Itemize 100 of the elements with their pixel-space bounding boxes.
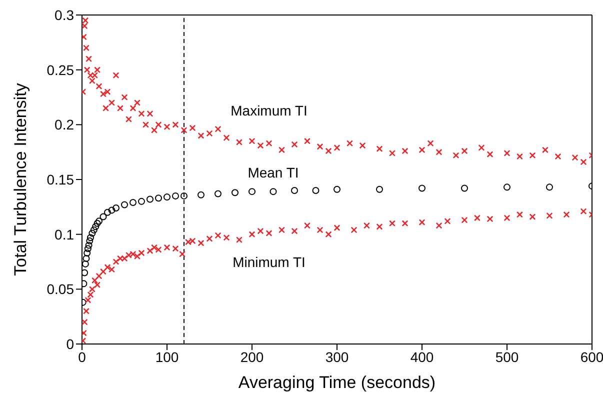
point (104, 264, 111, 270)
point (130, 199, 136, 206)
x-tick-label: 400 (410, 348, 434, 365)
y-tick-label: 0.1 (54, 226, 74, 242)
point (214, 190, 222, 198)
point (474, 214, 480, 222)
series-label: Mean TI (248, 164, 299, 181)
point (112, 204, 120, 212)
point (172, 192, 179, 200)
point (198, 240, 204, 246)
point (82, 260, 89, 268)
y-tick-label: 0 (66, 336, 74, 352)
point (546, 184, 553, 191)
point (236, 236, 242, 244)
x-tick-label: 500 (495, 348, 519, 365)
x-tick-label: 100 (155, 348, 179, 365)
point (100, 268, 106, 275)
point (82, 280, 88, 288)
point (529, 214, 536, 220)
point (100, 213, 107, 220)
point (155, 246, 162, 253)
point (88, 286, 96, 292)
point (291, 186, 298, 194)
point (138, 198, 145, 205)
point (546, 212, 553, 219)
point (172, 245, 179, 252)
y-tick-label: 0.15 (46, 171, 74, 188)
point (138, 250, 145, 256)
point (84, 245, 92, 252)
point (504, 214, 510, 222)
point (270, 188, 277, 196)
point (444, 218, 451, 224)
point (164, 244, 170, 251)
point (248, 188, 256, 196)
point (164, 194, 170, 201)
point (334, 186, 340, 193)
point (580, 208, 587, 215)
y-tick-label: 0.3 (54, 6, 74, 23)
series-label: Minimum TI (232, 254, 306, 270)
point (223, 234, 230, 241)
point (104, 208, 111, 216)
point (84, 296, 92, 304)
point (92, 277, 98, 284)
point (214, 232, 222, 239)
y-tick-label: 0.05 (46, 281, 74, 298)
point (155, 194, 162, 202)
point (96, 218, 102, 225)
point (84, 249, 91, 256)
point (94, 220, 101, 227)
series-label: Maximum TI (230, 102, 308, 118)
point (198, 191, 204, 198)
point (121, 255, 128, 262)
point (418, 219, 426, 226)
point (87, 234, 94, 242)
point (364, 222, 370, 229)
y-tick-label: 0.25 (46, 62, 74, 78)
point (83, 308, 90, 314)
point (96, 272, 102, 280)
point (82, 318, 88, 326)
point (266, 230, 272, 236)
point (350, 226, 358, 234)
point (90, 226, 98, 234)
point (376, 186, 383, 193)
point (82, 254, 90, 262)
point (86, 237, 94, 244)
point (82, 269, 88, 276)
point (179, 250, 186, 258)
point (316, 226, 324, 234)
point (312, 186, 320, 194)
point (92, 223, 100, 230)
point (504, 184, 510, 191)
point (291, 228, 298, 234)
point (278, 226, 285, 234)
point (389, 220, 396, 227)
point (325, 231, 332, 238)
point (108, 206, 116, 214)
x-tick-label: 0 (78, 348, 86, 365)
x-tick-label: 300 (325, 348, 349, 365)
point (418, 184, 426, 192)
point (461, 184, 468, 192)
point (189, 238, 196, 244)
point (334, 224, 340, 232)
point (486, 216, 494, 222)
point (304, 222, 310, 229)
point (94, 282, 101, 288)
point (121, 201, 128, 208)
point (516, 211, 523, 218)
point (232, 189, 238, 196)
point (206, 235, 213, 242)
point (146, 248, 154, 254)
point (112, 258, 120, 265)
point (87, 291, 94, 298)
point (180, 192, 188, 200)
point (85, 242, 92, 249)
point (461, 216, 468, 224)
point (130, 250, 136, 258)
x-tick-label: 200 (240, 348, 264, 365)
point (376, 223, 383, 230)
point (88, 230, 96, 237)
y-axis-title: Total Turbulence Intensity (11, 82, 30, 276)
